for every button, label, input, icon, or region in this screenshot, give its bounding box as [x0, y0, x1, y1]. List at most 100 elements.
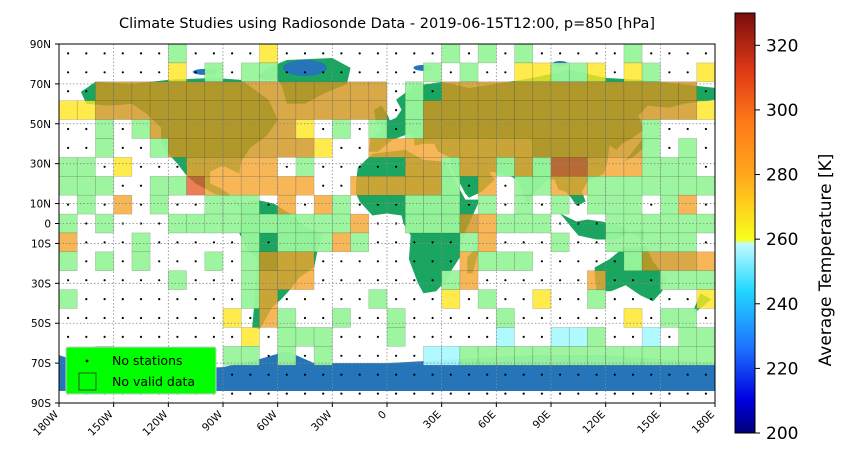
no-station-dot [522, 279, 525, 282]
y-tick-label: 10S [31, 238, 51, 250]
no-station-dot [540, 316, 544, 320]
grid-cell [514, 62, 534, 83]
no-station-dot [631, 335, 635, 338]
grid-cell [131, 81, 151, 101]
no-station-dot [595, 373, 598, 376]
grid-cell [240, 346, 260, 366]
no-station-dot [467, 392, 471, 395]
no-station-dot [285, 298, 288, 301]
grid-cell [532, 176, 552, 196]
grid-cell [186, 157, 206, 177]
grid-cell [678, 232, 698, 253]
grid-cell [277, 346, 297, 366]
grid-cell [587, 81, 606, 101]
grid-cell [641, 251, 661, 271]
grid-cell [623, 119, 643, 139]
no-station-dot [231, 392, 234, 395]
grid-cell [660, 270, 679, 290]
grid-cell [95, 100, 114, 120]
no-station-dot [613, 373, 616, 376]
y-tick-label: 30S [31, 278, 51, 290]
no-station-dot [376, 241, 379, 244]
no-station-dot [395, 392, 398, 395]
y-tick-label: 70N [30, 79, 51, 91]
no-station-dot [467, 184, 471, 187]
grid-cell [368, 289, 388, 309]
grid-cell [477, 43, 497, 64]
grid-cell [76, 194, 96, 215]
no-station-dot [267, 373, 270, 376]
no-station-dot [650, 52, 653, 55]
grid-cell [641, 100, 661, 120]
grid-cell [295, 100, 315, 120]
no-station-dot [631, 373, 635, 376]
grid-cell [623, 176, 643, 196]
grid-cell [441, 346, 461, 366]
no-station-dot [686, 373, 689, 376]
no-station-dot [504, 279, 507, 282]
grid-cell [605, 81, 625, 101]
no-station-dot [431, 90, 434, 93]
no-station-dot [67, 90, 70, 93]
no-station-dot [231, 279, 234, 282]
no-station-dot [431, 298, 434, 301]
no-station-dot [559, 373, 562, 376]
no-station-dot [322, 279, 325, 282]
grid-cell [459, 270, 479, 290]
grid-cell [550, 81, 570, 101]
no-station-dot [340, 260, 343, 263]
x-tick-label: 150W [86, 408, 116, 438]
no-station-dot [85, 71, 88, 74]
grid-cell [441, 270, 461, 290]
grid-cell [295, 119, 315, 139]
grid-cell [113, 81, 133, 101]
grid-cell [423, 176, 442, 196]
no-station-dot [522, 241, 525, 244]
no-station-dot [686, 71, 689, 74]
ice-arctic-0 [283, 59, 327, 76]
grid-cell [587, 176, 606, 196]
grid-cell [423, 100, 442, 120]
grid-cell [587, 194, 606, 215]
grid-cell [95, 176, 114, 196]
grid-cell [204, 100, 224, 120]
no-station-dot [285, 52, 288, 55]
grid-cell [277, 327, 297, 347]
no-station-dot [67, 335, 70, 338]
no-station-dot [395, 109, 398, 112]
y-tick-label: 90S [31, 398, 51, 410]
no-station-dot [395, 298, 398, 301]
no-station-dot [486, 316, 489, 320]
no-station-dot [139, 335, 143, 338]
no-station-dot [85, 146, 88, 149]
grid-cell [623, 138, 643, 158]
no-station-dot [303, 71, 307, 74]
grid-cell [240, 81, 260, 101]
grid-cell [441, 119, 461, 139]
grid-cell [550, 119, 570, 139]
no-station-dot [650, 298, 653, 301]
no-station-dot [449, 373, 452, 376]
no-station-dot [376, 335, 379, 338]
grid-cell [168, 176, 187, 196]
no-station-dot [704, 146, 708, 149]
no-station-dot [522, 392, 525, 395]
no-station-dot [194, 298, 197, 301]
no-station-dot [267, 203, 270, 206]
no-station-dot [595, 222, 598, 225]
no-station-dot [704, 165, 708, 168]
no-station-dot [504, 71, 507, 74]
grid-cell [58, 157, 78, 177]
legend-no-valid-data: No valid data [112, 374, 195, 389]
grid-cell [204, 251, 224, 271]
no-station-dot [376, 52, 379, 55]
grid-cell [277, 138, 297, 158]
grid-cell [514, 194, 534, 215]
grid-cell [532, 119, 552, 139]
grid-cell [623, 251, 643, 271]
grid-cell [696, 270, 716, 290]
no-station-dot [358, 354, 361, 357]
no-station-dot [395, 260, 398, 263]
no-station-dot [285, 373, 288, 376]
no-station-dot [139, 165, 143, 168]
